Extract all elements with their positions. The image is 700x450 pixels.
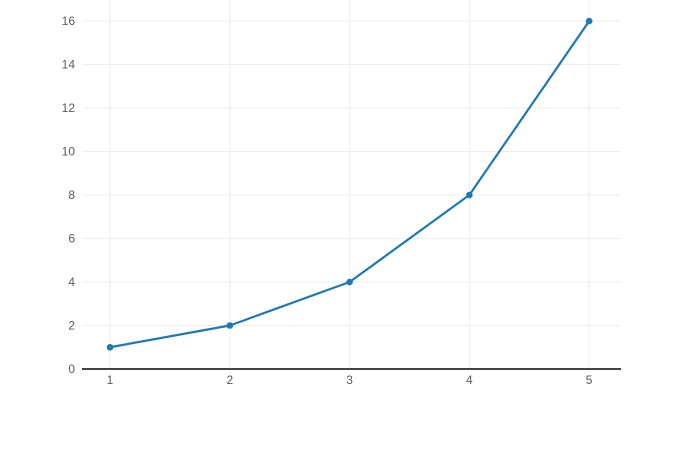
y-tick-label: 12	[62, 101, 76, 115]
y-tick-label: 10	[62, 145, 76, 159]
y-tick-label: 8	[68, 188, 75, 202]
y-tick-label: 14	[62, 58, 76, 72]
x-tick-label: 3	[346, 373, 353, 387]
data-point-marker	[106, 343, 114, 351]
y-tick-label: 4	[68, 275, 75, 289]
x-tick-label: 5	[586, 373, 593, 387]
data-point-marker	[466, 191, 473, 199]
y-tick-label: 16	[62, 14, 76, 28]
x-tick-label: 4	[466, 373, 473, 387]
x-tick-label: 2	[226, 373, 233, 387]
data-point-marker	[346, 278, 353, 286]
data-point-marker	[585, 17, 593, 25]
y-tick-label: 6	[68, 232, 75, 246]
data-point-marker	[226, 322, 234, 329]
y-tick-label: 2	[68, 319, 75, 333]
y-tick-label: 0	[68, 362, 75, 376]
x-tick-label: 1	[107, 373, 114, 387]
